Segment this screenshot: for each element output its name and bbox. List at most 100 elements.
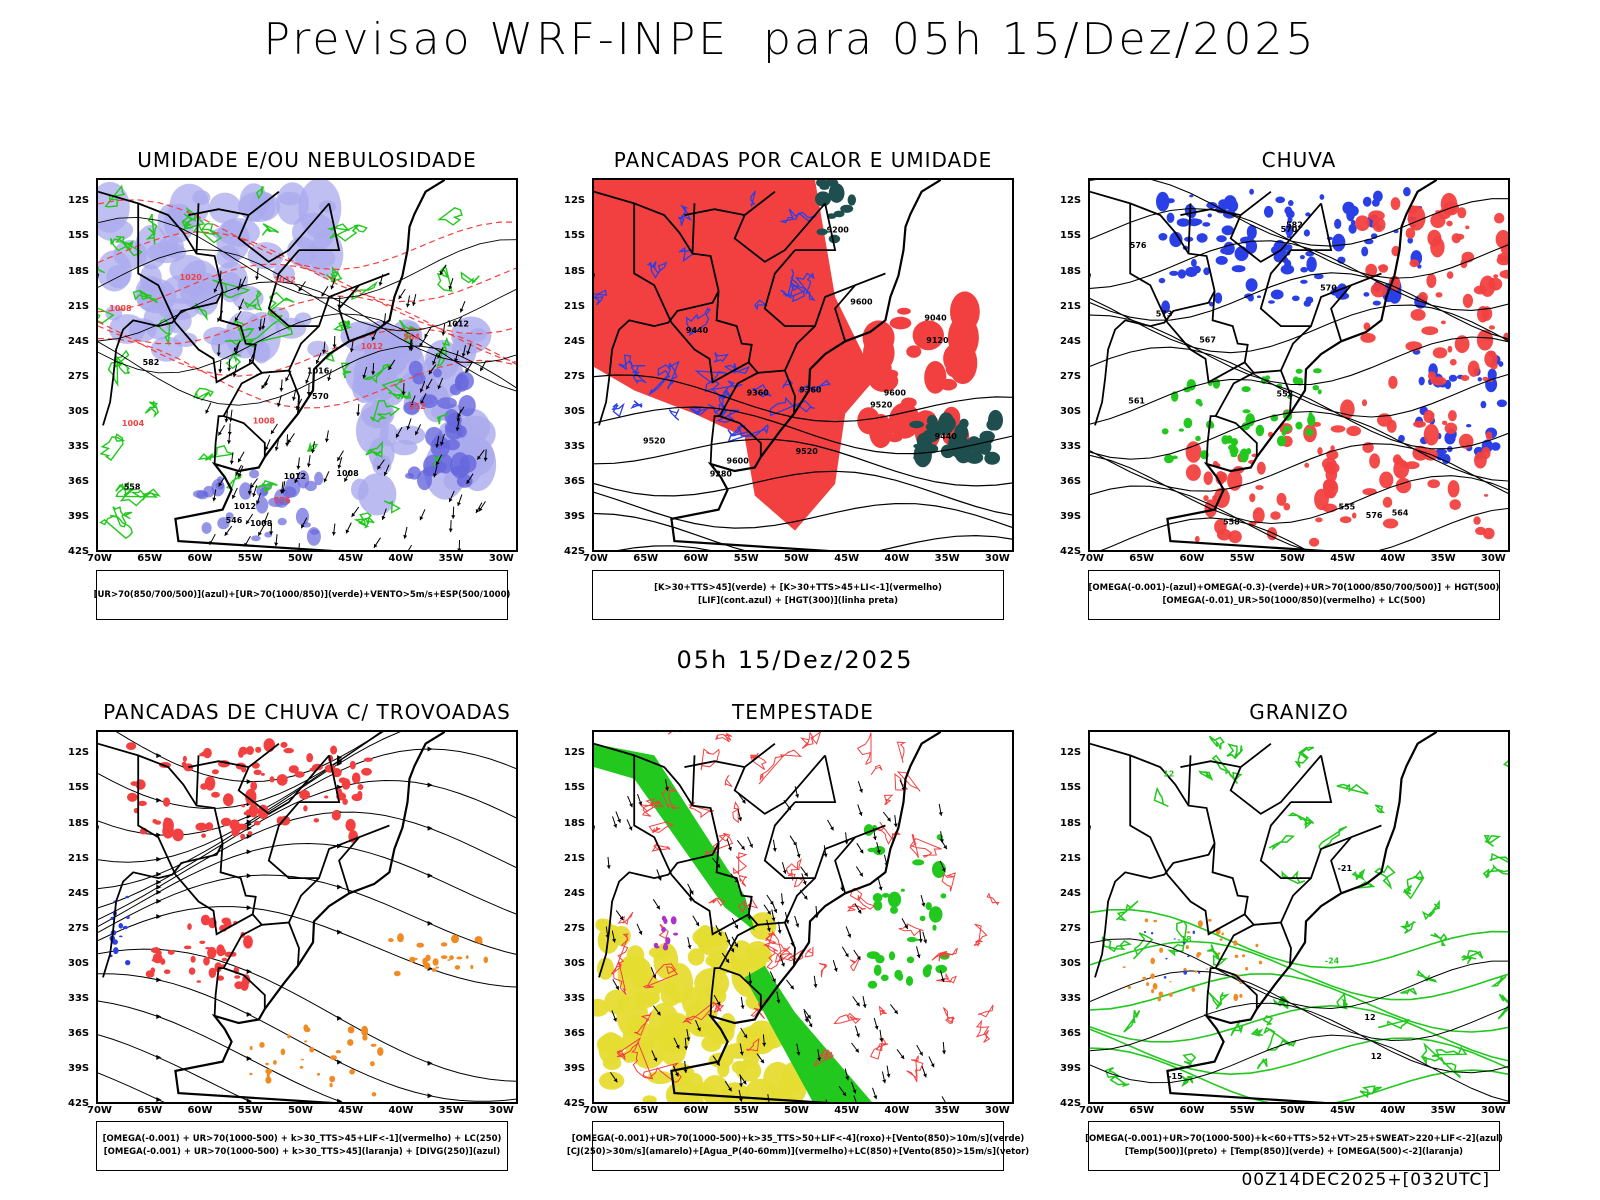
border-line	[98, 190, 224, 292]
wind-vector	[381, 508, 387, 521]
contour-line	[849, 956, 862, 972]
shaded-area	[416, 942, 425, 948]
longitude-tick-label: 30W	[1480, 553, 1506, 564]
wind-vector	[794, 915, 800, 928]
shaded-area	[1178, 428, 1184, 432]
wind-vector	[461, 344, 466, 357]
border-line	[691, 203, 696, 254]
contour-line	[780, 289, 793, 299]
latitude-tick-label: 36S	[68, 1027, 90, 1039]
shaded-area	[642, 1095, 657, 1102]
shaded-area	[1185, 464, 1201, 481]
wind-vector	[881, 1071, 887, 1084]
contour-line	[192, 222, 223, 244]
shaded-area	[1198, 971, 1201, 974]
contour-line	[1090, 443, 1508, 494]
shaded-area	[397, 933, 404, 943]
contour-label: 567	[1199, 336, 1216, 345]
shaded-area	[1417, 292, 1428, 303]
longitude-tick-label: 40W	[884, 553, 910, 564]
wind-vector	[941, 1096, 946, 1102]
contour-line	[224, 338, 256, 346]
wind-vector	[747, 836, 753, 848]
shaded-area	[1239, 981, 1243, 984]
contour-line	[98, 265, 106, 274]
shaded-area	[1256, 295, 1262, 298]
border-line	[213, 967, 224, 1017]
map-panel: 582 576 570 567 564 561 558 555 552 576 570 573	[1088, 178, 1510, 552]
wind-vector	[740, 996, 745, 1009]
shaded-area	[744, 965, 872, 1102]
longitude-tick-label: 55W	[1229, 553, 1255, 564]
shaded-area	[223, 793, 234, 807]
shaded-area	[1196, 233, 1208, 243]
latitude-tick-label: 30S	[68, 405, 90, 417]
wind-vector	[851, 1081, 857, 1094]
wind-vector	[264, 439, 271, 451]
shaded-area	[299, 789, 310, 800]
longitude-tick-label: 30W	[984, 1105, 1010, 1116]
contour-line	[363, 363, 392, 384]
shaded-area	[1487, 368, 1497, 381]
wind-vector	[771, 901, 778, 913]
wind-vector	[321, 286, 329, 297]
border-line	[1211, 290, 1258, 457]
shaded-area	[872, 893, 883, 903]
wind-vector	[216, 344, 221, 357]
wind-vector	[337, 296, 342, 309]
latitude-tick-label: 39S	[1060, 510, 1082, 522]
latitude-tick-label: 21S	[564, 300, 586, 312]
shaded-area	[1481, 447, 1491, 460]
wind-vector	[237, 451, 245, 463]
wind-vector	[236, 278, 242, 291]
shaded-area	[239, 482, 252, 500]
latitude-tick-label: 42S	[564, 546, 586, 557]
shaded-area	[594, 743, 755, 931]
shaded-area	[1493, 274, 1499, 278]
shaded-area	[1263, 205, 1274, 218]
shaded-area	[780, 1073, 807, 1102]
longitude-tick-label: 35W	[934, 553, 960, 564]
border-line	[338, 836, 360, 894]
shaded-area	[1454, 335, 1470, 353]
shaded-area	[1169, 981, 1172, 983]
shaded-area	[362, 1034, 368, 1041]
shaded-area	[1206, 202, 1218, 209]
wind-vector	[801, 873, 807, 885]
border-line	[670, 874, 750, 936]
shaded-area	[414, 957, 418, 960]
shaded-area	[1191, 987, 1196, 992]
wind-vector	[234, 310, 242, 322]
shaded-area	[1407, 237, 1413, 244]
streamline-arrow	[246, 849, 252, 855]
contour-line	[369, 400, 401, 423]
shaded-area	[1229, 446, 1239, 456]
streamline-arrow	[156, 977, 162, 983]
latitude-tick-label: 42S	[68, 546, 90, 557]
shaded-area	[324, 764, 336, 773]
shaded-area	[250, 192, 269, 215]
shaded-area	[1157, 997, 1161, 1002]
shaded-area	[1217, 952, 1221, 955]
shaded-area	[1373, 190, 1383, 202]
wind-vector	[879, 1029, 884, 1042]
shaded-area	[1143, 931, 1147, 933]
contour-label: 1012	[274, 276, 296, 285]
contour-label: 9520	[643, 437, 666, 446]
shaded-area	[1163, 976, 1167, 979]
longitude-tick-label: 55W	[1229, 1105, 1255, 1116]
shaded-area	[1295, 421, 1303, 430]
contour-line	[1090, 938, 1508, 1010]
contour-line	[909, 833, 920, 858]
contour-line	[708, 897, 726, 907]
coastline-east	[670, 732, 942, 1102]
contour-line	[973, 923, 988, 947]
longitude-tick-label: 60W	[1179, 1105, 1205, 1116]
legend-box: [OMEGA(-0.001)+UR>70(1000-500)+k>35_TTS>…	[567, 1121, 1029, 1171]
shaded-area	[370, 1061, 375, 1067]
latitude-tick-label: 39S	[564, 1062, 586, 1074]
shaded-area	[335, 1050, 342, 1054]
streamline	[115, 732, 383, 783]
legend-line: [OMEGA(-0.01)_UR>50(1000/850)(vermelho) …	[1162, 596, 1426, 606]
wind-vector	[327, 369, 332, 382]
